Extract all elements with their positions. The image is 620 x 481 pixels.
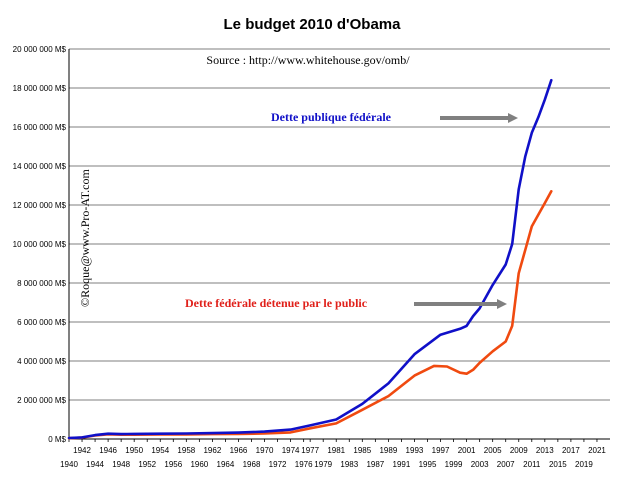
x-tick-label: 1991 xyxy=(393,460,411,469)
annotation-label: Dette fédérale détenue par le public xyxy=(185,296,368,310)
x-tick-label: 2001 xyxy=(458,446,476,455)
y-tick-label: 12 000 000 M$ xyxy=(13,201,67,210)
x-tick-label: 1950 xyxy=(125,446,143,455)
x-tick-label: 1952 xyxy=(138,460,156,469)
x-tick-label: 1987 xyxy=(366,460,384,469)
x-tick-label: 2003 xyxy=(471,460,489,469)
x-tick-label: 1956 xyxy=(164,460,182,469)
x-tick-label: 1985 xyxy=(353,446,371,455)
annotation-arrow-head xyxy=(497,299,507,309)
annotation-label: Dette publique fédérale xyxy=(271,110,392,124)
y-tick-label: 16 000 000 M$ xyxy=(13,123,67,132)
x-tick-label: 2013 xyxy=(536,446,554,455)
chart-title: Le budget 2010 d'Obama xyxy=(224,16,402,33)
y-tick-label: 10 000 000 M$ xyxy=(13,240,67,249)
x-tick-label: 2005 xyxy=(484,446,502,455)
y-tick-label: 20 000 000 M$ xyxy=(13,45,67,54)
x-tick-label: 1964 xyxy=(217,460,235,469)
watermark-text: ©Roque@www.Pro-AT.com xyxy=(78,169,92,307)
x-tick-label: 1977 xyxy=(301,446,319,455)
x-tick-label: 2009 xyxy=(510,446,528,455)
x-tick-label: 1954 xyxy=(151,446,169,455)
y-tick-label: 4 000 000 M$ xyxy=(17,357,66,366)
series-line-dette-publique xyxy=(67,78,553,440)
series-line-dette-detenue-public xyxy=(67,190,553,440)
x-tick-label: 2017 xyxy=(562,446,580,455)
grid xyxy=(69,48,610,440)
y-tick-label: 8 000 000 M$ xyxy=(17,279,66,288)
annotations: Dette publique fédérale Dette fédérale dé… xyxy=(185,110,518,310)
y-tick-label: 6 000 000 M$ xyxy=(17,318,66,327)
x-tick-label: 1983 xyxy=(340,460,358,469)
x-tick-label: 1976 xyxy=(295,460,313,469)
chart-subtitle: Source : http://www.whitehouse.gov/omb/ xyxy=(206,53,410,67)
y-tick-label: 0 M$ xyxy=(48,435,66,444)
x-tick-label: 1972 xyxy=(269,460,287,469)
x-tick-label: 1946 xyxy=(99,446,117,455)
series-lines xyxy=(67,78,553,440)
x-tick-label: 2007 xyxy=(497,460,515,469)
axes xyxy=(68,49,610,442)
x-tick-label: 2011 xyxy=(523,460,541,469)
x-tick-label: 2015 xyxy=(549,460,567,469)
x-tick-label: 1995 xyxy=(419,460,437,469)
x-tick-label: 2021 xyxy=(588,446,606,455)
x-tick-label: 1997 xyxy=(432,446,450,455)
x-tick-label: 1962 xyxy=(203,446,221,455)
x-tick-label: 1960 xyxy=(190,460,208,469)
x-tick-label: 1989 xyxy=(379,446,397,455)
x-tick-label: 1970 xyxy=(256,446,274,455)
x-tick-label: 1948 xyxy=(112,460,130,469)
x-tick-label: 1958 xyxy=(177,446,195,455)
x-tick-label: 1993 xyxy=(406,446,424,455)
x-tick-label: 1974 xyxy=(282,446,300,455)
x-tick-label: 1942 xyxy=(73,446,91,455)
x-tick-label: 1968 xyxy=(243,460,261,469)
x-tick-label: 1999 xyxy=(445,460,463,469)
x-tick-label: 1944 xyxy=(86,460,104,469)
x-tick-label: 1979 xyxy=(314,460,332,469)
x-tick-label: 1981 xyxy=(327,446,345,455)
x-tick-label: 2019 xyxy=(575,460,593,469)
y-tick-labels: 0 M$ 2 000 000 M$ 4 000 000 M$ 6 000 000 M$… xyxy=(13,45,67,444)
x-tick-label: 1966 xyxy=(230,446,248,455)
y-tick-label: 14 000 000 M$ xyxy=(13,162,67,171)
y-tick-label: 2 000 000 M$ xyxy=(17,396,66,405)
x-tick-labels: 1942 1946 1950 1954 1958 1962 1966 1970 1974 1977… xyxy=(60,446,606,469)
x-tick-label: 1940 xyxy=(60,460,78,469)
annotation-arrow-head xyxy=(508,113,518,123)
y-tick-label: 18 000 000 M$ xyxy=(13,84,67,93)
